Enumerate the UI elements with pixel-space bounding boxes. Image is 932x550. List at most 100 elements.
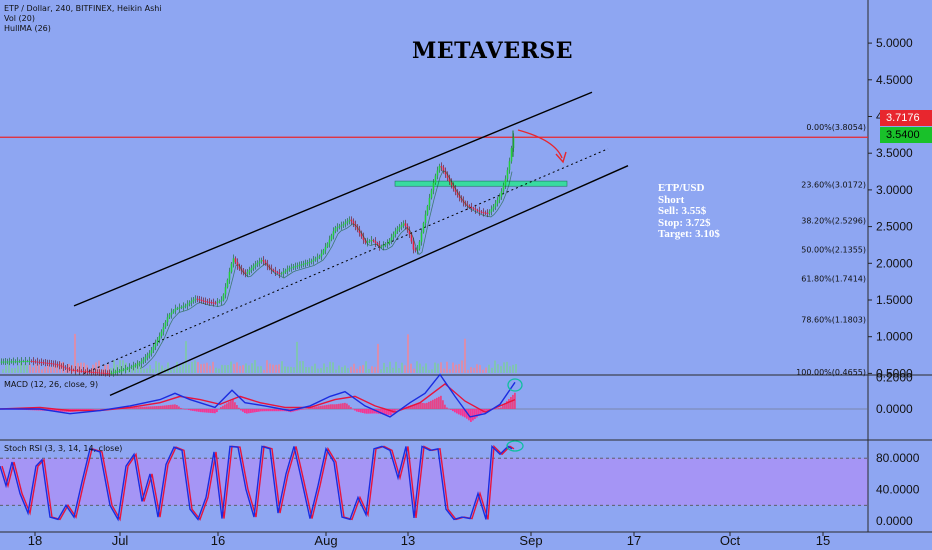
volume-legend[interactable]: Vol (20) (4, 14, 35, 23)
volume-bar (146, 368, 148, 373)
candle-body (304, 263, 307, 265)
stoch-legend[interactable]: Stoch RSI (3, 3, 14, 14, close) (4, 444, 123, 453)
volume-bar (509, 366, 511, 373)
macd-histogram-bar (224, 404, 226, 409)
candle-body (384, 244, 387, 246)
macd-histogram-bar (360, 409, 362, 413)
candle-body (454, 188, 457, 192)
macd-histogram-bar (184, 409, 186, 410)
volume-bar (248, 365, 250, 373)
candle-body (166, 317, 169, 323)
candle-body (456, 191, 459, 195)
macd-histogram-bar (92, 409, 94, 410)
volume-bar (11, 368, 13, 373)
macd-histogram-bar (428, 401, 430, 409)
macd-histogram-bar (338, 403, 340, 409)
candle-body (294, 266, 297, 268)
volume-bar (86, 364, 88, 373)
macd-legend[interactable]: MACD (12, 26, close, 9) (4, 380, 99, 389)
candle-body (92, 372, 95, 374)
candle-body (446, 174, 449, 178)
volume-bar (14, 368, 16, 373)
candle-body (84, 371, 87, 373)
candle-body (378, 244, 381, 247)
candle-body (186, 304, 189, 306)
macd-histogram-bar (410, 405, 412, 409)
macd-histogram-bar (308, 407, 310, 409)
candle-body (82, 370, 85, 372)
macd-histogram-bar (444, 404, 446, 409)
candle-body (312, 259, 315, 261)
macd-histogram-bar (424, 403, 426, 409)
volume-bar (197, 362, 199, 373)
candle-body (472, 207, 475, 209)
candle-body (232, 258, 235, 264)
macd-histogram-bar (510, 396, 512, 409)
macd-histogram-bar (296, 409, 298, 411)
volume-bar (440, 362, 442, 373)
volume-bar (500, 366, 502, 373)
macd-histogram-bar (132, 407, 134, 409)
candle-body (426, 206, 429, 215)
macd-histogram-bar (140, 406, 142, 409)
volume-bar (44, 366, 46, 373)
candle-body (470, 206, 473, 208)
candle-body (368, 240, 371, 242)
volume-bar (263, 369, 265, 373)
candle-body (330, 235, 333, 240)
candle-body (90, 371, 93, 373)
candle-body (394, 231, 397, 235)
volume-bar (467, 369, 469, 373)
volume-bar (395, 361, 397, 373)
candle-body (308, 261, 311, 263)
note-side: Short (658, 193, 685, 206)
candle-body (336, 227, 339, 229)
price-tick-label: 3.0000 (876, 183, 913, 197)
macd-line (0, 373, 516, 418)
support-zone (394, 180, 568, 187)
candle-body (126, 368, 129, 370)
volume-bar (326, 367, 328, 373)
candle-body (228, 271, 231, 280)
macd-histogram-bar (412, 404, 414, 409)
macd-histogram-bar (382, 409, 384, 415)
hullma-legend[interactable]: HullMA (26) (4, 24, 51, 33)
volume-bar (455, 364, 457, 373)
candle-body (202, 300, 205, 302)
volume-bar (428, 369, 430, 373)
macd-histogram-bar (148, 406, 150, 409)
volume-bar (53, 365, 55, 373)
macd-histogram-bar (194, 409, 196, 412)
macd-histogram-bar (210, 409, 212, 413)
candle-body (28, 360, 31, 362)
candle-body (260, 259, 263, 262)
macd-histogram-bar (322, 405, 324, 409)
candle-body (110, 372, 113, 374)
macd-highlight-circle (507, 378, 523, 392)
candle-body (218, 301, 221, 303)
candle-body (380, 246, 383, 248)
macd-histogram-bar (242, 409, 244, 412)
candle-body (482, 212, 485, 214)
macd-histogram-bar (254, 409, 256, 413)
macd-histogram-bar (370, 409, 372, 414)
symbol-legend[interactable]: ETP / Dollar, 240, BITFINEX, Heikin Ashi (4, 4, 162, 13)
candle-body (278, 273, 281, 275)
candle-body (160, 331, 163, 337)
volume-bar (320, 368, 322, 373)
candle-body (38, 361, 41, 363)
macd-histogram-bar (180, 407, 182, 409)
candle-body (174, 308, 177, 311)
volume-bar (65, 369, 67, 373)
candle-body (64, 367, 67, 369)
volume-bar (161, 365, 163, 373)
stoch-band (0, 458, 868, 506)
candle-body (216, 301, 219, 303)
candle-body (118, 370, 121, 372)
volume-bar (254, 360, 256, 373)
macd-histogram-bar (222, 405, 224, 409)
candle-body (60, 365, 63, 367)
macd-histogram-bar (170, 404, 172, 409)
macd-histogram-bar (100, 409, 102, 410)
